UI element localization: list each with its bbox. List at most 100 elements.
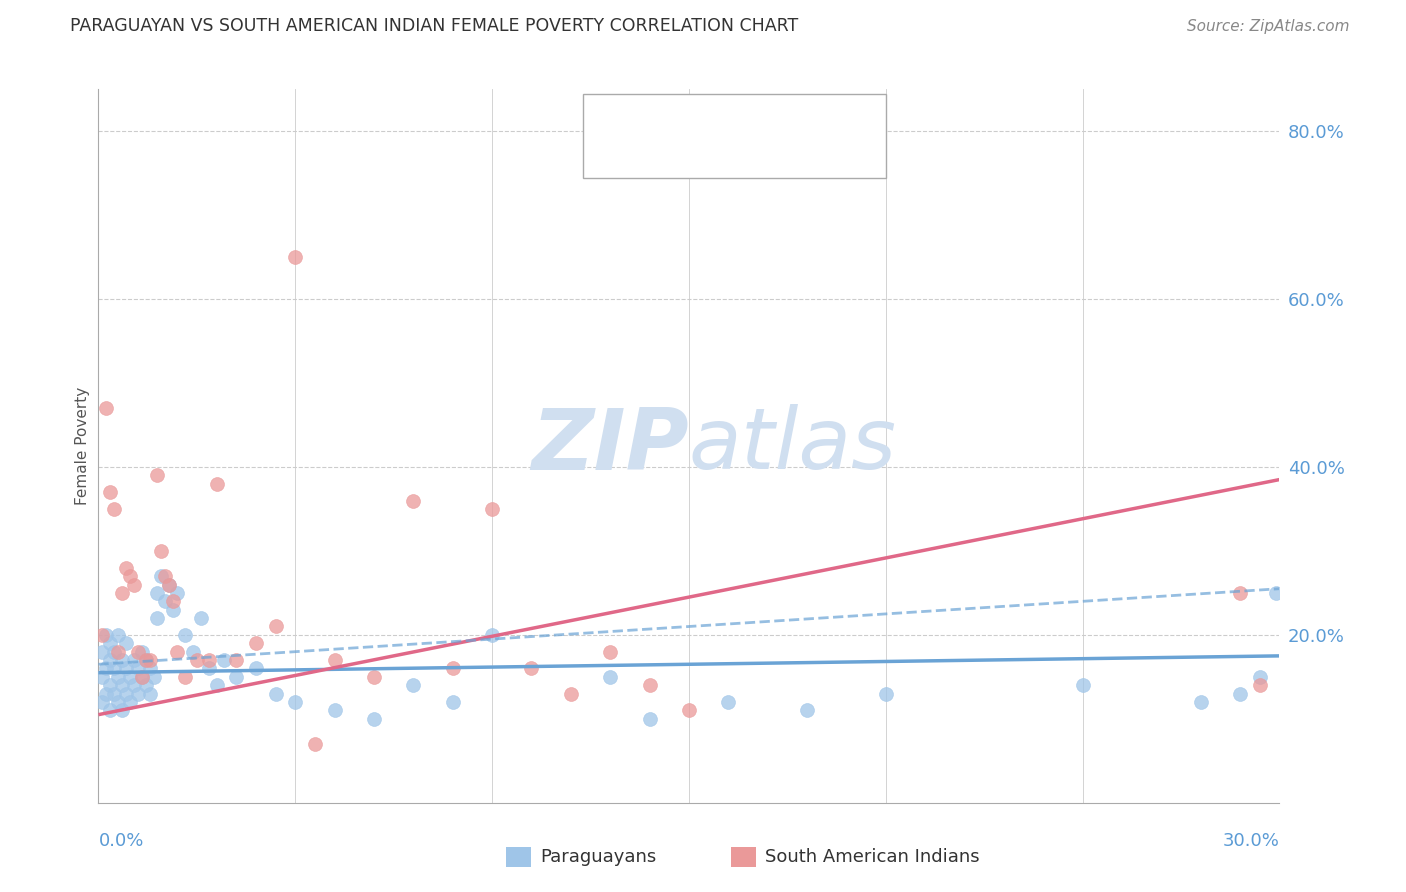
Point	[363, 712, 385, 726]
Text: N =: N =	[738, 102, 778, 120]
Point	[638, 712, 661, 726]
Point	[115, 687, 138, 701]
Point	[111, 678, 134, 692]
Point	[96, 661, 118, 675]
Point	[115, 560, 138, 574]
Point	[205, 476, 228, 491]
Point	[1189, 695, 1212, 709]
Text: PARAGUAYAN VS SOUTH AMERICAN INDIAN FEMALE POVERTY CORRELATION CHART: PARAGUAYAN VS SOUTH AMERICAN INDIAN FEMA…	[70, 17, 799, 35]
Y-axis label: Female Poverty: Female Poverty	[75, 387, 90, 505]
Text: atlas: atlas	[689, 404, 897, 488]
Point	[107, 695, 129, 709]
Point	[245, 636, 267, 650]
Point	[481, 628, 503, 642]
Point	[599, 645, 621, 659]
Point	[190, 611, 212, 625]
Point	[481, 502, 503, 516]
Point	[115, 661, 138, 675]
Point	[131, 670, 153, 684]
Point	[197, 653, 219, 667]
Point	[146, 611, 169, 625]
Point	[174, 670, 197, 684]
Point	[118, 569, 141, 583]
Point	[107, 670, 129, 684]
Point	[103, 502, 125, 516]
Point	[122, 653, 145, 667]
Point	[599, 670, 621, 684]
Point	[264, 619, 287, 633]
Point	[678, 703, 700, 717]
Point	[127, 687, 149, 701]
Point	[363, 670, 385, 684]
Point	[402, 493, 425, 508]
Point	[875, 687, 897, 701]
Text: Source: ZipAtlas.com: Source: ZipAtlas.com	[1187, 20, 1350, 34]
Point	[122, 577, 145, 591]
Point	[115, 636, 138, 650]
Point	[225, 670, 247, 684]
Point	[174, 628, 197, 642]
Point	[146, 586, 169, 600]
Point	[135, 653, 157, 667]
Text: R =: R =	[628, 102, 668, 120]
Point	[304, 737, 326, 751]
Text: R =: R =	[628, 153, 668, 170]
Point	[107, 628, 129, 642]
Point	[131, 645, 153, 659]
Point	[96, 687, 118, 701]
Point	[186, 653, 208, 667]
Point	[131, 670, 153, 684]
Point	[796, 703, 818, 717]
Point	[138, 661, 160, 675]
Point	[560, 687, 582, 701]
Text: 40: 40	[780, 153, 803, 170]
Point	[103, 687, 125, 701]
Point	[107, 645, 129, 659]
Point	[284, 250, 307, 264]
Text: N =: N =	[738, 153, 778, 170]
Point	[91, 695, 114, 709]
Point	[157, 577, 180, 591]
Point	[1249, 678, 1271, 692]
Point	[127, 645, 149, 659]
Point	[166, 645, 188, 659]
Point	[225, 653, 247, 667]
Point	[142, 670, 165, 684]
Point	[205, 678, 228, 692]
Point	[118, 670, 141, 684]
Point	[162, 603, 184, 617]
Text: Paraguayans: Paraguayans	[540, 848, 657, 866]
Point	[166, 586, 188, 600]
Point	[717, 695, 740, 709]
Text: 0.312: 0.312	[673, 153, 725, 170]
Point	[155, 569, 177, 583]
Point	[245, 661, 267, 675]
Point	[181, 645, 204, 659]
Point	[98, 653, 121, 667]
Point	[1264, 586, 1286, 600]
Point	[402, 678, 425, 692]
Point	[1071, 678, 1094, 692]
Point	[157, 577, 180, 591]
Point	[91, 670, 114, 684]
Point	[91, 645, 114, 659]
Point	[96, 401, 118, 416]
Point	[1229, 586, 1251, 600]
Point	[284, 695, 307, 709]
Point	[103, 645, 125, 659]
Point	[197, 661, 219, 675]
Point	[323, 703, 346, 717]
Point	[135, 678, 157, 692]
Text: ZIP: ZIP	[531, 404, 689, 488]
Point	[146, 468, 169, 483]
Point	[138, 653, 160, 667]
Text: 30.0%: 30.0%	[1223, 831, 1279, 849]
Point	[441, 661, 464, 675]
Point	[150, 544, 173, 558]
Text: 67: 67	[780, 102, 803, 120]
Point	[103, 661, 125, 675]
Point	[520, 661, 543, 675]
Point	[638, 678, 661, 692]
Point	[138, 687, 160, 701]
Point	[155, 594, 177, 608]
